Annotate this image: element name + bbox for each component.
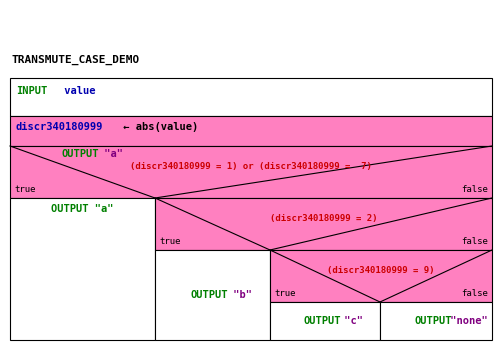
Text: OUTPUT: OUTPUT bbox=[191, 290, 228, 300]
Text: (discr340180999 = 9): (discr340180999 = 9) bbox=[327, 266, 435, 274]
Text: OUTPUT: OUTPUT bbox=[414, 316, 452, 326]
Bar bbox=[10, 116, 492, 146]
Text: false: false bbox=[461, 237, 488, 246]
Bar bbox=[270, 250, 492, 302]
Text: (discr340180999 = 1) or (discr340180999 =  7): (discr340180999 = 1) or (discr340180999 … bbox=[130, 161, 372, 170]
Text: OUTPUT: OUTPUT bbox=[303, 316, 341, 326]
Bar bbox=[10, 198, 155, 340]
Text: INPUT: INPUT bbox=[16, 86, 47, 96]
Text: OUTPUT "a": OUTPUT "a" bbox=[51, 204, 114, 214]
Text: OUTPUT: OUTPUT bbox=[62, 149, 99, 159]
Text: false: false bbox=[461, 289, 488, 298]
Bar bbox=[155, 250, 270, 340]
Text: true: true bbox=[274, 289, 295, 298]
Text: "none": "none" bbox=[444, 316, 488, 326]
Text: discr340180999: discr340180999 bbox=[15, 122, 102, 132]
Text: "a": "a" bbox=[98, 149, 123, 159]
Text: "c": "c" bbox=[339, 316, 363, 326]
Bar bbox=[155, 198, 492, 250]
Text: TRANSMUTE_CASE_DEMO: TRANSMUTE_CASE_DEMO bbox=[12, 55, 140, 65]
Text: true: true bbox=[159, 237, 180, 246]
Text: true: true bbox=[14, 185, 35, 194]
Bar bbox=[10, 146, 492, 198]
Bar bbox=[10, 78, 492, 116]
Text: false: false bbox=[461, 185, 488, 194]
Bar bbox=[270, 302, 380, 340]
Bar bbox=[380, 302, 492, 340]
Text: "b": "b" bbox=[227, 290, 252, 300]
Text: (discr340180999 = 2): (discr340180999 = 2) bbox=[270, 214, 377, 223]
Text: ← abs(value): ← abs(value) bbox=[117, 122, 198, 132]
Text: value: value bbox=[58, 86, 95, 96]
